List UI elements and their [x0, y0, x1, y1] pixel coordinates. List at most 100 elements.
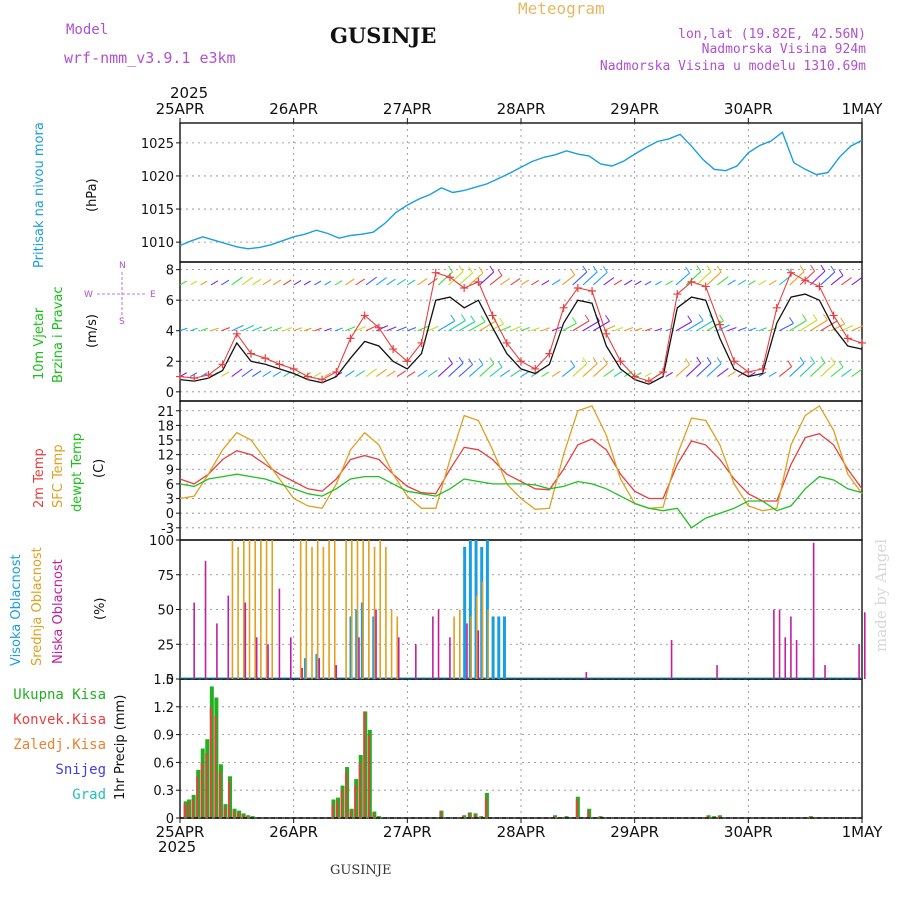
wind-barb — [407, 371, 416, 378]
wind-barb — [376, 368, 387, 378]
wind-barb — [758, 371, 767, 378]
wind-barb — [613, 326, 623, 332]
wind-barb — [531, 327, 540, 332]
cloud-mid-bar — [254, 540, 256, 679]
wind-barb — [427, 369, 438, 378]
wind-barb — [799, 270, 815, 286]
wind-barb — [655, 280, 662, 286]
wind-barb-flag — [696, 356, 702, 364]
wind-barb — [810, 319, 828, 332]
wind-barb-flag — [489, 357, 495, 364]
y-tick-label: 75 — [157, 569, 174, 584]
wind-barb — [417, 277, 428, 286]
wind-gust-marker — [659, 367, 668, 376]
wind-barb — [541, 327, 550, 332]
wind-gust-marker — [531, 364, 540, 373]
wind-barb — [510, 369, 521, 378]
wind-barb — [241, 368, 253, 378]
y-tick-label: 1.5 — [153, 673, 174, 688]
wind-barb — [685, 271, 702, 286]
wind-barb-flag — [448, 357, 453, 364]
panel-titles: Pritisak na nivou mora (hPa) 10m Vjetar … — [9, 122, 128, 803]
wind-barb-flag — [478, 266, 484, 274]
precip-conv-bar — [196, 776, 199, 818]
coords-label: lon,lat (19.82E, 42.56N) — [678, 27, 866, 42]
precip-conv-bar — [462, 816, 465, 818]
cloud-high-bar — [497, 616, 501, 679]
wind-barb — [231, 276, 243, 286]
y-tick-label: 1015 — [141, 203, 174, 218]
wind-barb — [417, 325, 429, 332]
wind-barb-flag — [572, 317, 577, 324]
top-tick-label: 27APR — [383, 100, 432, 118]
wind-gust-marker — [701, 282, 710, 291]
wind-barb — [634, 280, 642, 286]
wind-gust-marker — [559, 303, 568, 312]
snow-label: Snijeg — [55, 762, 106, 778]
wind-barb — [355, 326, 366, 332]
year-top: 2025 — [170, 84, 208, 102]
wind-barb — [479, 320, 497, 332]
wind-barb-flag — [840, 317, 846, 325]
wind-gust-marker — [431, 268, 440, 277]
wind-barb — [417, 369, 428, 378]
top-tick-label: 25APR — [156, 100, 205, 118]
wind-barb-flag — [470, 315, 476, 323]
wind-barb — [334, 327, 343, 332]
wind-barb — [706, 271, 722, 286]
wind-barb — [479, 363, 495, 377]
y-tick-label: 21 — [157, 405, 174, 420]
top-tick-label: 26APR — [269, 100, 318, 118]
wind-barb — [355, 370, 365, 378]
wind-barb — [479, 271, 495, 286]
elevation-label: Nadmorska Visina 924m — [702, 42, 867, 57]
wind-barb — [727, 326, 737, 332]
wind-barb — [841, 277, 852, 286]
wind-barb — [696, 362, 712, 377]
wind-barb — [396, 326, 407, 332]
hail-label: Grad — [72, 787, 106, 803]
precip-conv-bar — [706, 816, 709, 818]
cloud-low-bar — [812, 542, 815, 679]
temp-2m-line — [179, 432, 863, 502]
wind-barb — [789, 271, 805, 286]
wind-barb-flag — [812, 313, 818, 321]
wind-barb — [283, 279, 292, 286]
y-tick-label: 0 — [166, 812, 174, 827]
wind-barb-flag — [499, 317, 505, 325]
cloud-mid-bar — [476, 595, 478, 679]
wind-barb — [231, 368, 243, 378]
model-elevation-label: Nadmorska Visina u modelu 1310.69m — [600, 59, 866, 74]
wind-barb — [820, 363, 836, 377]
wind-barb — [603, 277, 615, 286]
precip-panel: 0 0.3 0.6 0.9 1.2 1.5 — [153, 673, 863, 827]
cloud-low-bar — [216, 623, 218, 679]
wind-barb — [779, 322, 794, 332]
wind-barb — [221, 279, 230, 286]
cloud-high-title: Visoka Oblacnost — [9, 554, 24, 666]
compass-east: E — [150, 290, 156, 300]
wind-barb — [190, 372, 198, 378]
footer-station: GUSINJE — [330, 863, 391, 878]
wind-barb — [603, 368, 615, 378]
cloud-low-bar — [375, 609, 377, 679]
wind-barb — [561, 366, 576, 377]
wind-barb-flag — [458, 265, 464, 272]
precip-conv-bar — [372, 813, 375, 818]
wind-barb-flag — [838, 360, 844, 368]
wind-barb — [768, 371, 777, 378]
wind-barb — [407, 326, 417, 332]
wind-barb — [510, 325, 522, 332]
wind-barb — [531, 371, 539, 378]
precip-conv-bar — [340, 790, 343, 818]
wind-barb — [179, 372, 187, 378]
wind-barb — [624, 279, 633, 286]
wind-gust-marker — [517, 357, 525, 366]
cloud-low-bar — [477, 630, 480, 679]
wind-barb — [500, 277, 511, 286]
wind-gust-marker — [715, 320, 724, 329]
wind-barb — [582, 320, 600, 332]
wind-gust-marker — [673, 290, 682, 299]
wind-barb — [830, 323, 845, 332]
